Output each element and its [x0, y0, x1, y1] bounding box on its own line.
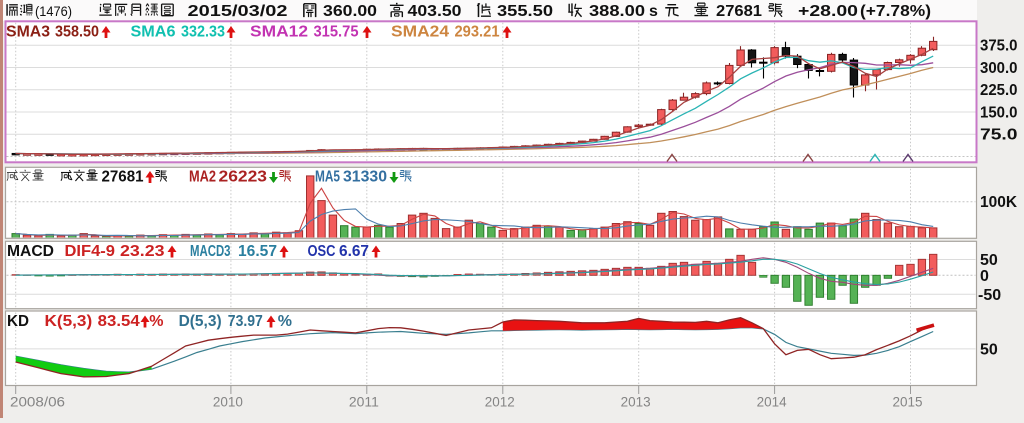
svg-text:2015: 2015	[893, 395, 923, 410]
svg-text:+28.00: +28.00	[798, 3, 858, 20]
svg-text:26223: 26223	[219, 169, 268, 186]
svg-text:403.50: 403.50	[408, 3, 462, 20]
svg-text:2015/03/02: 2015/03/02	[188, 3, 288, 20]
svg-text:2014: 2014	[757, 395, 787, 410]
svg-text:(1476): (1476)	[35, 3, 72, 19]
svg-text:27681: 27681	[102, 169, 144, 186]
svg-text:2008/06: 2008/06	[10, 395, 65, 410]
svg-text:2010: 2010	[213, 395, 243, 410]
svg-text:375.0: 375.0	[980, 38, 1018, 55]
svg-text:0: 0	[980, 268, 989, 285]
svg-text:332.33: 332.33	[181, 24, 225, 41]
svg-text:MA2: MA2	[189, 169, 216, 186]
svg-text:225.0: 225.0	[980, 82, 1018, 99]
svg-text:SMA3: SMA3	[6, 24, 50, 41]
svg-text:23.23: 23.23	[120, 243, 165, 260]
svg-text:50: 50	[980, 341, 998, 358]
svg-text:(+7.78%): (+7.78%)	[860, 3, 931, 20]
svg-text:SMA12: SMA12	[250, 24, 308, 41]
svg-text:293.21: 293.21	[455, 24, 500, 41]
svg-text:31330: 31330	[343, 169, 387, 186]
svg-text:2011: 2011	[349, 395, 379, 410]
svg-text:6.67: 6.67	[339, 243, 369, 260]
svg-text:MA5: MA5	[315, 169, 340, 186]
svg-text:73.97: 73.97	[228, 313, 263, 330]
svg-text:50: 50	[980, 252, 998, 269]
svg-text:2013: 2013	[621, 395, 651, 410]
svg-text:355.50: 355.50	[497, 3, 553, 20]
svg-text:150.0: 150.0	[980, 104, 1018, 121]
svg-text:KD: KD	[7, 313, 29, 330]
svg-text:DIF4-9: DIF4-9	[65, 243, 116, 260]
svg-text:s: s	[649, 3, 658, 20]
svg-text:OSC: OSC	[308, 243, 336, 260]
svg-text:%: %	[149, 313, 163, 330]
svg-text:MACD: MACD	[7, 243, 54, 260]
svg-text:358.50: 358.50	[55, 24, 99, 41]
svg-text:83.54: 83.54	[98, 313, 140, 330]
svg-text:388.00: 388.00	[589, 3, 645, 20]
svg-text:-50: -50	[978, 287, 1001, 304]
svg-text:2012: 2012	[485, 395, 515, 410]
svg-text:75.0: 75.0	[980, 127, 1018, 144]
svg-text:D(5,3): D(5,3)	[179, 313, 222, 330]
svg-text:27681: 27681	[716, 3, 762, 20]
svg-text:300.0: 300.0	[980, 60, 1018, 77]
svg-text:315.75: 315.75	[314, 24, 359, 41]
svg-text:K(5,3): K(5,3)	[45, 313, 93, 330]
svg-text:MACD3: MACD3	[190, 243, 231, 260]
svg-text:360.00: 360.00	[323, 3, 377, 20]
svg-text:SMA24: SMA24	[391, 24, 449, 41]
svg-text:SMA6: SMA6	[131, 24, 176, 41]
svg-text:16.57: 16.57	[238, 243, 277, 260]
svg-text:100K: 100K	[980, 194, 1017, 211]
svg-text:%: %	[278, 313, 292, 330]
